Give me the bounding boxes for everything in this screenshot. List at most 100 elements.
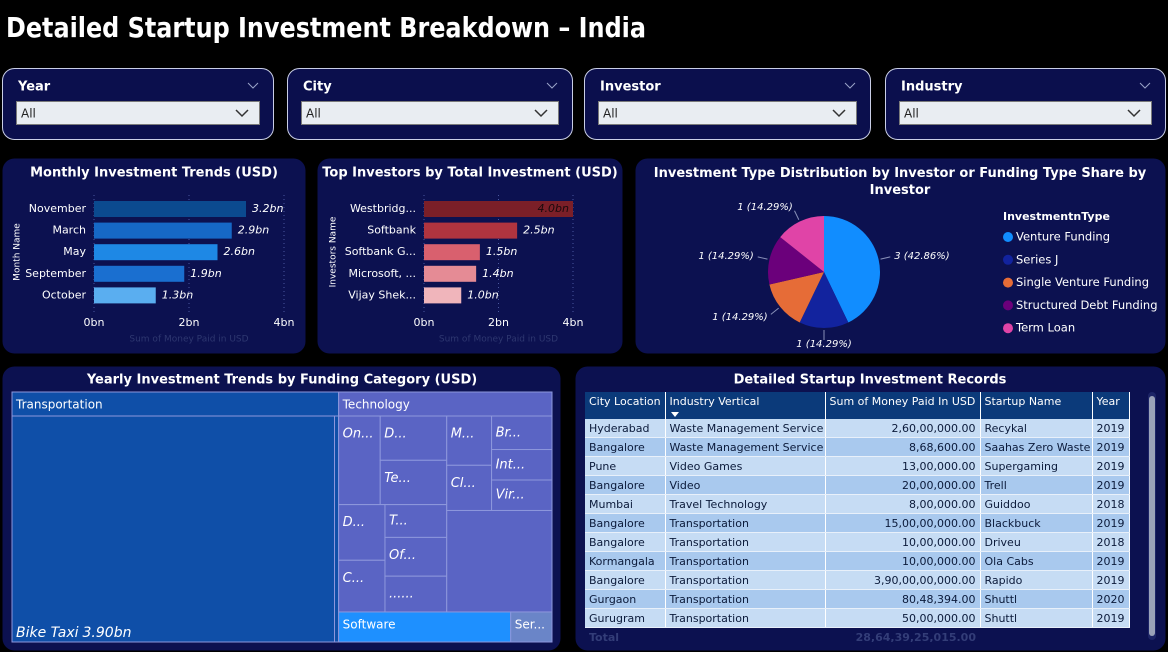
- chart-title: Top Investors by Total Investment (USD): [322, 166, 617, 181]
- filter-dropdown[interactable]: [598, 101, 857, 125]
- table-row: Gurugram Transportation 50,00,000.00 Shuttl…: [585, 608, 1130, 628]
- data-label: 1 (14.29%): [737, 202, 792, 213]
- table-cell: Gurgaon: [585, 589, 666, 609]
- bar: [424, 244, 480, 261]
- treemap-cell-value: 3.90bn: [83, 625, 132, 641]
- treemap-group-label: Software: [343, 617, 396, 631]
- table-row: Mumbai Travel Technology 8,00,000.00 Guiddo…: [585, 494, 1130, 514]
- table-cell: Transportation: [665, 532, 826, 552]
- y-tick-label: Westbridg...: [350, 202, 416, 215]
- table-cell: 2019: [1092, 608, 1130, 628]
- legend-swatch: [1003, 277, 1013, 288]
- table-row: Pune Video Games 13,00,000.00 Supergaming 20…: [585, 456, 1130, 476]
- filter-label: City: [303, 80, 332, 95]
- treemap-group-label: Technology: [342, 398, 410, 412]
- x-tick-label: 4bn: [274, 316, 295, 329]
- table-cell: Transportation: [665, 551, 826, 571]
- column-header[interactable]: Industry Vertical: [665, 392, 826, 419]
- treemap-group-label: Transportation: [15, 398, 103, 412]
- treemap-cell: [11, 415, 336, 643]
- bar: [94, 222, 232, 239]
- treemap-cell: [338, 504, 386, 561]
- treemap-cell-label: ......: [389, 587, 414, 602]
- table-cell: Saahas Zero Waste: [980, 437, 1093, 457]
- treemap-remainder: [334, 415, 340, 643]
- bar: [424, 265, 477, 282]
- table-row: Gurgaon Transportation 80,48,394.00 Shuttl 2…: [585, 589, 1130, 609]
- column-header[interactable]: Startup Name: [980, 392, 1093, 419]
- table-cell: 3,90,00,00,000.00: [825, 570, 981, 590]
- treemap-group: [338, 611, 512, 643]
- filter-label: Year: [17, 80, 51, 95]
- table-cell: Hyderabad: [585, 419, 666, 438]
- table-cell: Waste Management Service: [665, 419, 826, 438]
- bar: [424, 222, 518, 239]
- filter-dropdown[interactable]: [301, 101, 559, 125]
- table-cell: 2020: [1092, 589, 1130, 609]
- bar: [424, 201, 573, 217]
- scrollbar-thumb[interactable]: [1149, 396, 1155, 636]
- table-row: Hyderabad Waste Management Service 2,60,00…: [585, 419, 1130, 438]
- filter-value: All: [21, 107, 36, 121]
- table-cell: Shuttl: [980, 589, 1093, 609]
- treemap-cell: [491, 479, 553, 511]
- table-cell: 2019: [1092, 570, 1130, 590]
- table-row: Bangalore Waste Management Service 8,68,60…: [585, 437, 1130, 457]
- total-spacer: [665, 627, 825, 642]
- filter-dropdown[interactable]: [16, 101, 260, 125]
- page-title: Detailed Startup Investment Breakdown – …: [6, 11, 646, 44]
- treemap-cell-label: Vir...: [496, 488, 525, 503]
- x-axis-title: Sum of Money Paid in USD: [439, 335, 558, 345]
- table-cell: 2019: [1092, 437, 1130, 457]
- treemap-cell: [446, 464, 493, 511]
- table-cell: 15,00,00,000.00: [825, 513, 981, 533]
- table-cell: Video Games: [665, 456, 826, 476]
- treemap-cell-label: Of...: [389, 548, 416, 563]
- leader-line: [880, 256, 891, 260]
- treemap-cell-label: Cl...: [451, 476, 476, 491]
- data-label: 3 (42.86%): [894, 251, 949, 262]
- bar: [94, 244, 218, 261]
- data-label: 1 (14.29%): [698, 251, 753, 262]
- treemap-cell-label: D...: [343, 515, 365, 530]
- y-tick-label: May: [63, 245, 86, 258]
- treemap-cell-label: Br...: [496, 425, 521, 440]
- chart-title: Investment Type Distribution by Investor…: [654, 166, 1147, 198]
- table-cell: Bangalore: [585, 570, 666, 590]
- column-header[interactable]: Year: [1092, 392, 1130, 419]
- filter-label: Industry: [901, 80, 963, 95]
- treemap-cell: [446, 415, 493, 466]
- treemap-group: [510, 611, 553, 643]
- y-tick-label: September: [25, 267, 86, 280]
- treemap-cell-label: C...: [343, 571, 364, 586]
- filter-value: All: [306, 107, 321, 121]
- table-cell: 2019: [1092, 551, 1130, 571]
- data-label: 1.4bn: [482, 267, 513, 280]
- treemap-cell-label: Bike Taxi: [16, 625, 79, 641]
- legend-title: InvestmentnType: [1003, 210, 1110, 223]
- x-tick-label: 2bn: [488, 316, 509, 329]
- column-header[interactable]: Sum of Money Paid In USD: [825, 392, 981, 419]
- table-cell: 2019: [1092, 513, 1130, 533]
- bar: [94, 265, 185, 282]
- table-cell: 10,00,000.00: [825, 532, 981, 552]
- dropdown-arrow: [235, 109, 249, 118]
- bar: [94, 287, 156, 304]
- filter-dropdown[interactable]: [899, 101, 1152, 125]
- table-cell: Waste Management Service: [665, 437, 826, 457]
- total-row: Total 28,64,39,25,015.00: [585, 627, 1129, 642]
- column-header[interactable]: City Location: [585, 392, 666, 419]
- x-tick-label: 4bn: [563, 316, 584, 329]
- y-axis-title: Month Name: [13, 223, 23, 281]
- y-axis-title: Investors Name: [329, 216, 339, 287]
- table-cell: Bangalore: [585, 475, 666, 495]
- total-spacer: [1092, 627, 1129, 642]
- table-cell: 2,60,00,000.00: [825, 419, 981, 438]
- title-line: Investment Type Distribution by Investor…: [654, 166, 1147, 181]
- data-label: 4.0bn: [538, 202, 569, 215]
- legend-label: Term Loan: [1015, 321, 1075, 335]
- table-row: Bangalore Transportation 15,00,00,000.00 Bl…: [585, 513, 1130, 533]
- y-tick-label: Vijay Shek...: [348, 288, 416, 301]
- bar: [424, 287, 462, 304]
